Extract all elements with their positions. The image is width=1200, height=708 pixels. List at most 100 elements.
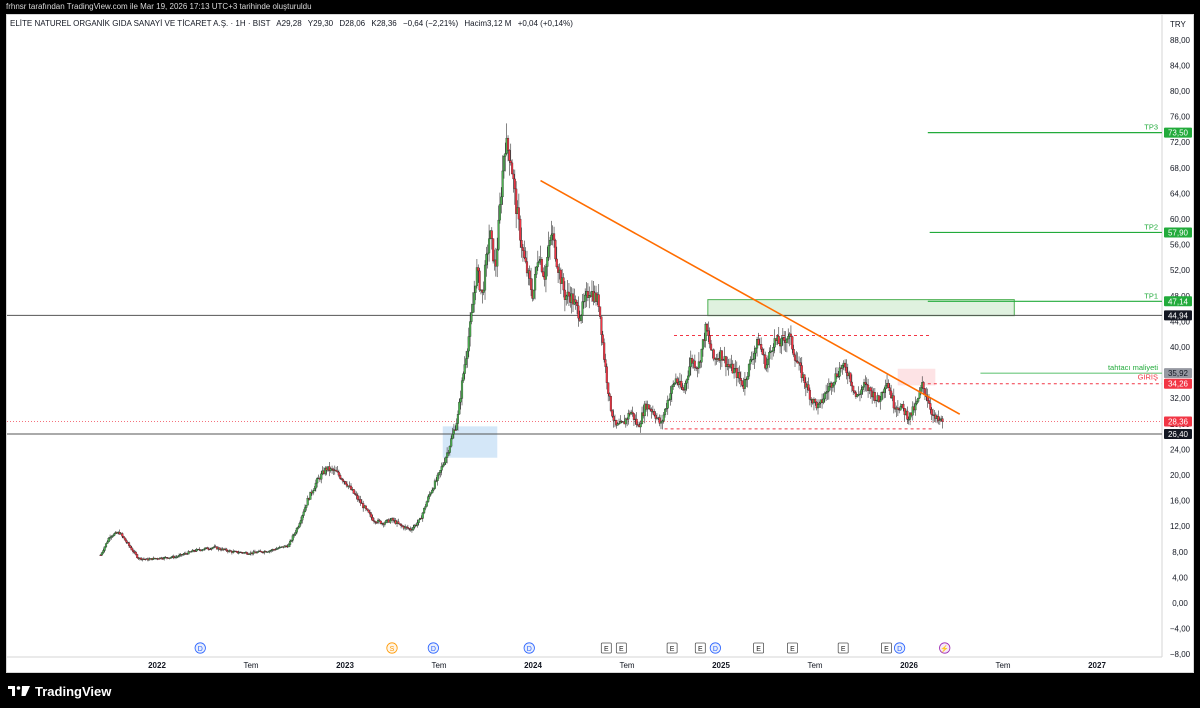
candle-body [474, 285, 477, 293]
footer-brand[interactable]: TradingView [8, 683, 111, 699]
candle-body [581, 301, 584, 316]
event-marker[interactable]: D [427, 642, 439, 654]
candle-body [647, 404, 650, 410]
candle-body [218, 547, 221, 550]
candle-body [780, 338, 783, 347]
candle-body [312, 490, 315, 494]
x-tick-label: 2022 [148, 661, 166, 670]
candle-body [123, 537, 127, 541]
event-letter: E [884, 646, 889, 653]
event-marker[interactable]: E [837, 642, 849, 654]
event-marker[interactable]: E [666, 642, 678, 654]
candle-body [720, 350, 723, 360]
x-tick-label: 2023 [336, 661, 354, 670]
candle-body [823, 393, 826, 400]
candle-body [377, 519, 380, 523]
candle-body [110, 536, 113, 538]
candle-body [557, 266, 560, 273]
candle-body [896, 407, 899, 410]
event-marker[interactable]: E [615, 642, 627, 654]
event-marker[interactable]: E [600, 642, 612, 654]
event-marker[interactable]: D [709, 642, 721, 654]
candle-body [687, 375, 690, 381]
earnings-icon [600, 642, 612, 654]
event-marker[interactable]: D [523, 642, 535, 654]
candle-body [605, 366, 608, 383]
y-tick-label: 0,00 [1172, 599, 1188, 608]
dividend-icon [893, 642, 906, 654]
candle-body [879, 399, 882, 402]
candle-body [287, 544, 290, 548]
candle-body [883, 388, 886, 394]
candle-body [738, 372, 741, 379]
axis-price-tag-text: 28,36 [1168, 417, 1189, 426]
y-tick-label: 60,00 [1170, 215, 1191, 224]
candle-body [850, 381, 853, 387]
earnings-icon [694, 642, 706, 654]
event-marker[interactable]: E [753, 642, 764, 654]
y-tick-label: 56,00 [1170, 241, 1191, 250]
candle-body [497, 219, 500, 250]
event-marker[interactable]: E [881, 642, 892, 654]
candle-body [416, 522, 419, 526]
price-labels: 73,50 57,90 47,14 35,92 34,26 44,94 28,36 26,40 [1164, 127, 1192, 440]
candle-body [320, 473, 323, 480]
candle-body [344, 481, 347, 485]
candle-body [650, 409, 653, 412]
candle-body [902, 403, 905, 409]
candle-body [225, 548, 228, 551]
chart-panel[interactable] [6, 14, 1194, 673]
event-marker[interactable]: ⚡ [939, 642, 951, 654]
candle-body [635, 418, 638, 425]
candle-body [600, 316, 603, 335]
axis-price-tag [1164, 416, 1192, 427]
candle-body [919, 387, 922, 392]
tradingview-logo-icon [8, 686, 30, 696]
event-marker[interactable]: E [694, 642, 706, 654]
y-tick-label: 16,00 [1170, 497, 1191, 506]
pink-entry-zone [897, 368, 936, 386]
candle-body [293, 534, 296, 536]
event-letter: E [698, 646, 703, 653]
candle-body [448, 446, 451, 453]
candle-body [616, 423, 619, 426]
tp-line-label: TP2 [1144, 222, 1158, 231]
candle-body [542, 271, 545, 277]
candle-body [465, 358, 468, 365]
candle-body [335, 469, 338, 472]
tp-price-tag [1164, 296, 1192, 307]
event-marker[interactable]: D [194, 642, 206, 654]
x-tick-label: Tem [807, 661, 822, 670]
event-marker[interactable]: S [386, 642, 398, 654]
candle-body [534, 274, 537, 291]
candle-body [856, 394, 859, 397]
event-marker[interactable]: D [893, 642, 906, 654]
candle-body [276, 548, 279, 550]
candle-body [540, 259, 543, 272]
brand-name: TradingView [35, 683, 112, 699]
candle-body [576, 302, 579, 306]
candle-body [454, 429, 457, 431]
x-tick-label: 2026 [900, 661, 918, 670]
candle-body [749, 359, 752, 365]
candle-body [176, 556, 179, 558]
candle-body [161, 558, 164, 560]
candle-body [500, 196, 503, 205]
event-marker[interactable]: E [787, 642, 798, 654]
candle-body [766, 358, 769, 366]
candle-body [938, 419, 941, 421]
candle-body [701, 339, 705, 350]
candle-body [99, 554, 102, 556]
candle-body [753, 352, 756, 360]
candle-body [267, 551, 270, 553]
candle-body [270, 550, 273, 552]
candle-body [831, 384, 834, 388]
y-tick-label: 88,00 [1170, 36, 1191, 45]
candle-body [574, 299, 577, 303]
dividend-icon [194, 642, 206, 654]
x-tick-label: 2025 [712, 661, 730, 670]
candle-body [559, 269, 562, 284]
candle-body [202, 549, 205, 551]
candle-body [777, 336, 780, 344]
